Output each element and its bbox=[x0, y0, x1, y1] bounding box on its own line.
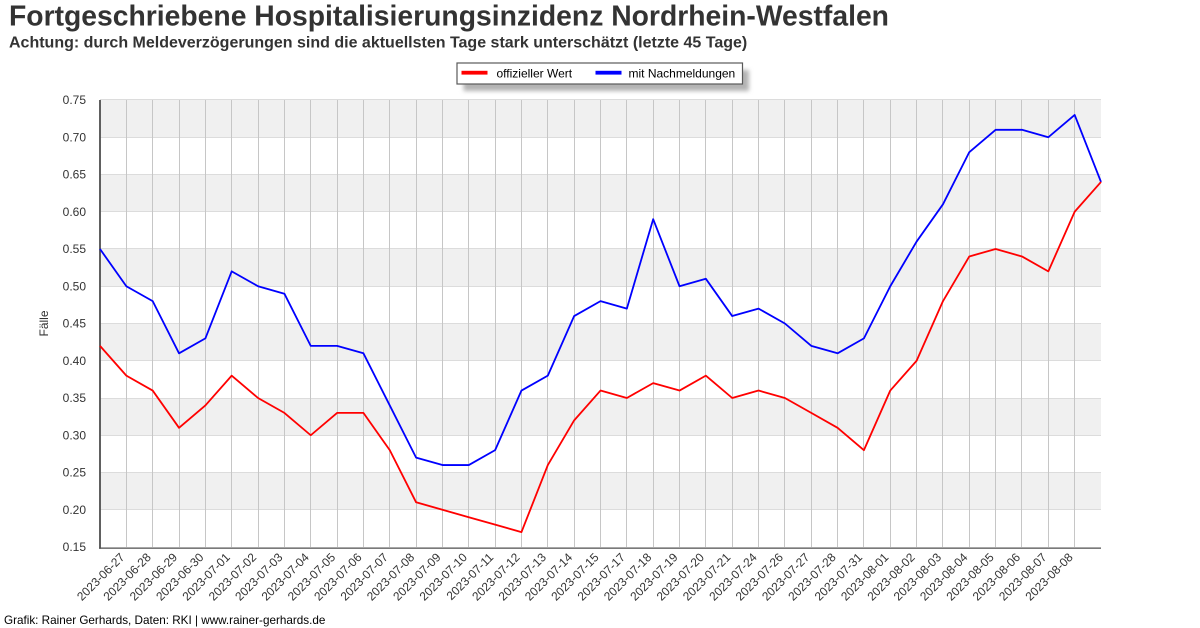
svg-text:0.55: 0.55 bbox=[63, 242, 87, 256]
svg-text:0.25: 0.25 bbox=[63, 466, 87, 480]
svg-text:Grafik: Rainer Gerhards, Daten: Grafik: Rainer Gerhards, Daten: RKI | ww… bbox=[4, 614, 325, 627]
svg-text:0.15: 0.15 bbox=[63, 540, 87, 554]
svg-text:Achtung: durch Meldeverzögerun: Achtung: durch Meldeverzögerungen sind d… bbox=[9, 35, 747, 52]
svg-text:Fortgeschriebene Hospitalisier: Fortgeschriebene Hospitalisierungsinzide… bbox=[9, 0, 889, 32]
svg-text:0.50: 0.50 bbox=[63, 279, 87, 293]
svg-text:0.75: 0.75 bbox=[63, 93, 87, 107]
svg-text:mit Nachmeldungen: mit Nachmeldungen bbox=[629, 67, 736, 81]
svg-text:Fälle: Fälle bbox=[37, 310, 51, 336]
svg-text:0.20: 0.20 bbox=[63, 503, 87, 517]
svg-text:0.35: 0.35 bbox=[63, 391, 87, 405]
svg-text:0.45: 0.45 bbox=[63, 317, 87, 331]
svg-text:0.60: 0.60 bbox=[63, 205, 87, 219]
svg-text:0.65: 0.65 bbox=[63, 168, 87, 182]
svg-text:offizieller Wert: offizieller Wert bbox=[497, 67, 573, 81]
svg-text:0.30: 0.30 bbox=[63, 428, 87, 442]
svg-text:0.40: 0.40 bbox=[63, 354, 87, 368]
svg-text:0.70: 0.70 bbox=[63, 130, 87, 144]
